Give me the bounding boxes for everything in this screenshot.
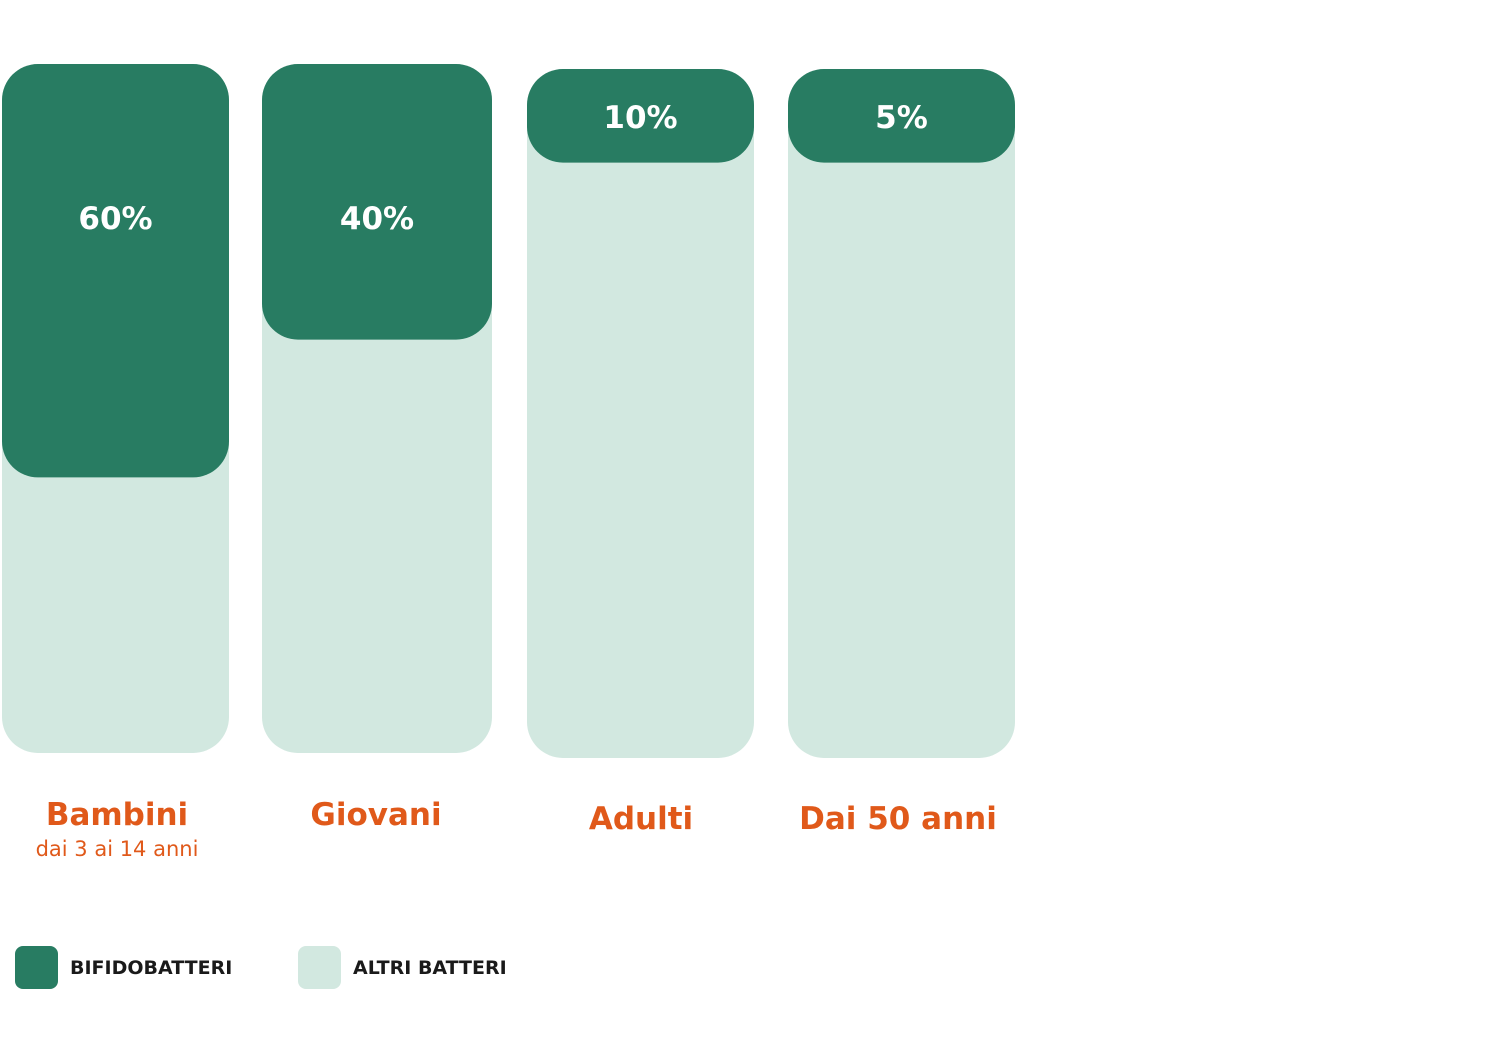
bar-bifidobatteri-giovani (262, 64, 492, 340)
bar-altri-batteri-dai-50-anni (788, 69, 1015, 758)
bar-value-label-dai-50-anni: 5% (875, 100, 928, 136)
bar-bifidobatteri-dai-50-anni (788, 69, 1015, 163)
category-label-adulti: Adulti (588, 801, 694, 837)
bar-value-label-adulti: 10% (603, 100, 677, 136)
bar-bifidobatteri-bambini (2, 64, 229, 478)
bar-value-label-bambini: 60% (78, 201, 152, 237)
bar-altri-batteri-adulti (527, 69, 754, 758)
bar-bifidobatteri-adulti (527, 69, 754, 163)
legend-label-bifidobatteri: BIFIDOBATTERI (70, 957, 233, 979)
category-sublabel-bambini: dai 3 ai 14 anni (35, 837, 199, 861)
legend-swatch-bifidobatteri (15, 946, 58, 989)
category-label-giovani: Giovani (310, 797, 442, 833)
category-label-bambini: Bambini (45, 797, 189, 833)
legend-label-altri-batteri: ALTRI BATTERI (353, 957, 507, 979)
category-label-dai-50-anni: Dai 50 anni (799, 801, 997, 837)
legend-swatch-altri-batteri (298, 946, 341, 989)
bar-value-label-giovani: 40% (340, 201, 414, 237)
